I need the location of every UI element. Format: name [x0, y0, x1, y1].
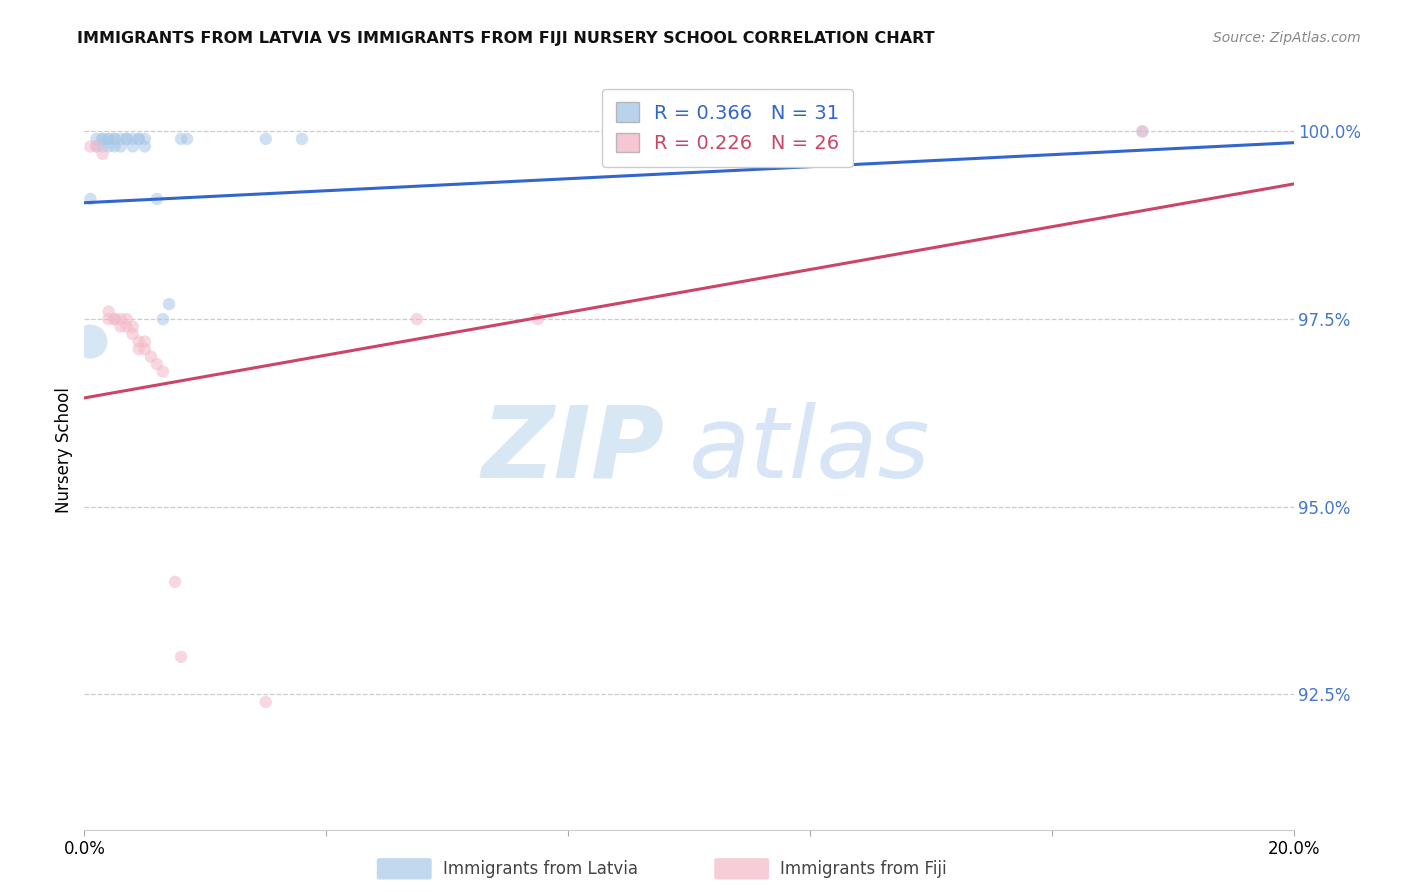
Point: [115, 132, 138, 146]
Point: [115, 132, 138, 146]
Point: [110, 139, 132, 153]
Point: [176, 132, 198, 146]
Text: ZIP: ZIP: [482, 402, 665, 499]
Point: [110, 132, 132, 146]
Text: Source: ZipAtlas.com: Source: ZipAtlas.com: [1213, 31, 1361, 45]
Point: [104, 132, 127, 146]
Point: [121, 327, 143, 342]
Y-axis label: Nursery School: Nursery School: [55, 387, 73, 514]
Point: [86, 139, 108, 153]
Point: [291, 132, 314, 146]
Point: [152, 312, 174, 326]
Point: [121, 132, 143, 146]
Point: [254, 132, 277, 146]
Point: [254, 695, 277, 709]
Point: [110, 319, 132, 334]
Point: [115, 319, 138, 334]
Point: [134, 139, 156, 153]
Point: [1130, 124, 1153, 138]
Point: [165, 574, 187, 589]
Point: [79, 139, 101, 153]
Point: [146, 192, 169, 206]
Point: [170, 649, 193, 664]
Point: [97, 132, 120, 146]
Point: [97, 312, 120, 326]
Point: [128, 334, 150, 349]
Point: [134, 334, 156, 349]
Point: [91, 139, 114, 153]
Point: [527, 312, 550, 326]
Text: IMMIGRANTS FROM LATVIA VS IMMIGRANTS FROM FIJI NURSERY SCHOOL CORRELATION CHART: IMMIGRANTS FROM LATVIA VS IMMIGRANTS FRO…: [77, 31, 935, 46]
Point: [146, 357, 169, 371]
Point: [91, 132, 114, 146]
Point: [79, 334, 101, 349]
Point: [115, 312, 138, 326]
Point: [406, 312, 429, 326]
Point: [86, 132, 108, 146]
Point: [110, 312, 132, 326]
Point: [104, 132, 127, 146]
Point: [91, 147, 114, 161]
Point: [91, 132, 114, 146]
Point: [157, 297, 180, 311]
Point: [104, 139, 127, 153]
Point: [97, 139, 120, 153]
Point: [128, 132, 150, 146]
Point: [139, 350, 162, 364]
Point: [104, 312, 127, 326]
Point: [121, 319, 143, 334]
Legend: R = 0.366   N = 31, R = 0.226   N = 26: R = 0.366 N = 31, R = 0.226 N = 26: [602, 88, 853, 167]
Point: [134, 342, 156, 356]
Point: [121, 139, 143, 153]
Point: [134, 132, 156, 146]
Point: [152, 365, 174, 379]
Point: [97, 132, 120, 146]
Text: atlas: atlas: [689, 402, 931, 499]
Text: Immigrants from Fiji: Immigrants from Fiji: [780, 860, 948, 878]
Point: [104, 312, 127, 326]
Point: [709, 132, 731, 146]
Text: Immigrants from Latvia: Immigrants from Latvia: [443, 860, 638, 878]
Point: [97, 304, 120, 318]
Point: [79, 192, 101, 206]
Point: [170, 132, 193, 146]
Point: [1130, 124, 1153, 138]
Point: [128, 132, 150, 146]
Point: [128, 342, 150, 356]
Point: [86, 139, 108, 153]
